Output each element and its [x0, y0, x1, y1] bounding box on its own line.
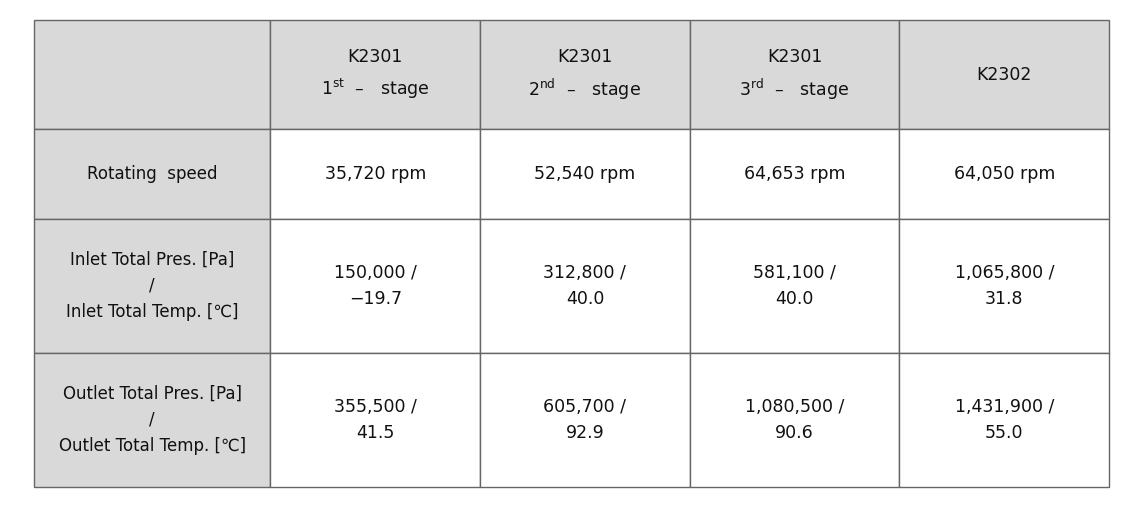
- Text: K2301
1$^{\mathrm{st}}$  –   stage: K2301 1$^{\mathrm{st}}$ – stage: [321, 48, 429, 101]
- Bar: [480, 219, 690, 353]
- Bar: [900, 20, 1109, 129]
- Text: 35,720 rpm: 35,720 rpm: [324, 165, 426, 183]
- Text: 64,050 rpm: 64,050 rpm: [954, 165, 1055, 183]
- Bar: [480, 353, 690, 487]
- Text: 355,500 /
41.5: 355,500 / 41.5: [333, 397, 417, 442]
- Bar: [34, 219, 270, 353]
- Text: Outlet Total Pres. [Pa]
/
Outlet Total Temp. [℃]: Outlet Total Pres. [Pa] / Outlet Total T…: [59, 384, 245, 455]
- Bar: [900, 129, 1109, 219]
- Text: 150,000 /
−19.7: 150,000 / −19.7: [333, 264, 417, 308]
- Bar: [690, 20, 900, 129]
- Text: Inlet Total Pres. [Pa]
/
Inlet Total Temp. [℃]: Inlet Total Pres. [Pa] / Inlet Total Tem…: [65, 250, 239, 321]
- Text: K2301
2$^{\mathrm{nd}}$  –   stage: K2301 2$^{\mathrm{nd}}$ – stage: [528, 48, 642, 102]
- Bar: [270, 219, 480, 353]
- Text: K2302: K2302: [976, 66, 1031, 84]
- Text: 581,100 /
40.0: 581,100 / 40.0: [753, 264, 835, 308]
- Text: 1,080,500 /
90.6: 1,080,500 / 90.6: [745, 397, 844, 442]
- Text: K2301
3$^{\mathrm{rd}}$  –   stage: K2301 3$^{\mathrm{rd}}$ – stage: [740, 48, 850, 102]
- Text: 1,065,800 /
31.8: 1,065,800 / 31.8: [955, 264, 1054, 308]
- Text: Rotating  speed: Rotating speed: [87, 165, 217, 183]
- Bar: [34, 129, 270, 219]
- Bar: [270, 353, 480, 487]
- Bar: [270, 129, 480, 219]
- Bar: [900, 219, 1109, 353]
- Bar: [34, 353, 270, 487]
- Text: 605,700 /
92.9: 605,700 / 92.9: [544, 397, 626, 442]
- Bar: [690, 219, 900, 353]
- Text: 312,800 /
40.0: 312,800 / 40.0: [544, 264, 626, 308]
- Bar: [480, 20, 690, 129]
- Text: 1,431,900 /
55.0: 1,431,900 / 55.0: [955, 397, 1054, 442]
- Bar: [480, 129, 690, 219]
- Bar: [270, 20, 480, 129]
- Bar: [690, 353, 900, 487]
- Text: 52,540 rpm: 52,540 rpm: [534, 165, 635, 183]
- Bar: [690, 129, 900, 219]
- Text: 64,653 rpm: 64,653 rpm: [744, 165, 846, 183]
- Bar: [34, 20, 270, 129]
- Bar: [900, 353, 1109, 487]
